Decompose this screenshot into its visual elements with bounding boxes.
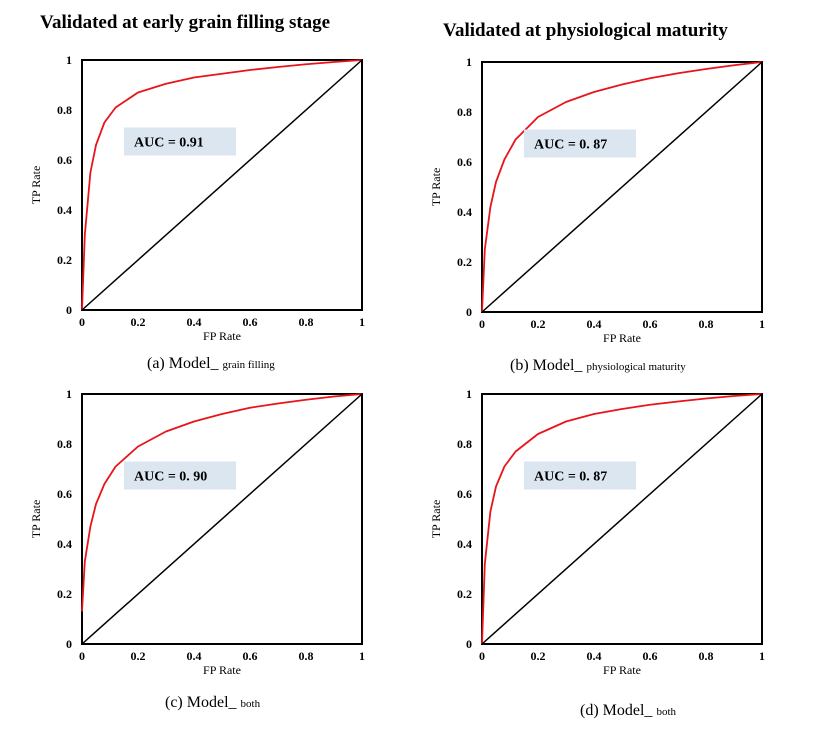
x-axis-label-b: FP Rate	[603, 331, 641, 345]
diagonal-reference-line-d	[481, 393, 763, 645]
y-tick-label-c-0: 0	[66, 637, 72, 651]
y-tick-label-d-5: 1	[466, 387, 472, 401]
roc-panel-c: 0 0.2 0.4 0.6 0.8 1 0 0.2 0.4 0.6 0.8 1 FP Rate TP Ra…	[20, 384, 420, 684]
x-axis-label-a: FP Rate	[203, 329, 241, 343]
x-tick-label-a-2: 0.4	[187, 315, 202, 329]
caption-b: (b) Model_ physiological maturity	[510, 357, 686, 375]
auc-label-a: AUC = 0.91	[134, 136, 204, 151]
x-tick-label-a-0: 0	[79, 315, 85, 329]
x-tick-label-b-2: 0.4	[587, 317, 602, 331]
diagonal-reference-line-c	[81, 393, 363, 645]
x-tick-label-d-3: 0.6	[643, 649, 658, 663]
y-tick-label-c-5: 1	[66, 387, 72, 401]
y-tick-label-a-0: 0	[66, 303, 72, 317]
roc-panel-b: 0 0.2 0.4 0.6 0.8 1 0 0.2 0.4 0.6 0.8 1 FP Rate TP Ra…	[420, 52, 820, 352]
roc-curve-d	[481, 393, 763, 645]
roc-panel-a: 0 0.2 0.4 0.6 0.8 1 0 0.2 0.4 0.6 0.8 1 FP Rate TP Ra…	[20, 50, 420, 350]
caption-c-sub: both	[240, 698, 261, 710]
y-axis-label-a: TP Rate	[29, 166, 43, 205]
auc-box-a	[124, 127, 236, 156]
y-tick-label-b-4: 0.8	[457, 105, 472, 119]
x-tick-label-a-1: 0.2	[131, 315, 146, 329]
x-tick-label-c-5: 1	[359, 649, 365, 663]
plot-frame-a	[81, 59, 363, 311]
plot-frame-d	[481, 393, 763, 645]
caption-b-sub: physiological maturity	[586, 361, 686, 373]
roc-chart-b: 0 0.2 0.4 0.6 0.8 1 0 0.2 0.4 0.6 0.8 1 FP Rate TP Ra…	[429, 55, 765, 345]
x-tick-label-a-4: 0.8	[299, 315, 314, 329]
y-tick-label-a-3: 0.6	[57, 153, 72, 167]
y-tick-label-a-4: 0.8	[57, 103, 72, 117]
x-axis-label-d: FP Rate	[603, 663, 641, 677]
x-tick-label-c-0: 0	[79, 649, 85, 663]
y-tick-label-a-1: 0.2	[57, 253, 72, 267]
x-axis-label-c: FP Rate	[203, 663, 241, 677]
roc-curve-a	[81, 59, 363, 311]
caption-a-sub: grain filling	[222, 359, 275, 371]
auc-label-d: AUC = 0. 87	[534, 470, 607, 485]
roc-chart-c: 0 0.2 0.4 0.6 0.8 1 0 0.2 0.4 0.6 0.8 1 FP Rate TP Ra…	[29, 387, 365, 677]
caption-c: (c) Model_ both	[165, 694, 260, 712]
y-tick-label-d-4: 0.8	[457, 437, 472, 451]
roc-chart-a: 0 0.2 0.4 0.6 0.8 1 0 0.2 0.4 0.6 0.8 1 FP Rate TP Ra…	[29, 53, 365, 343]
y-tick-label-d-1: 0.2	[457, 587, 472, 601]
column-title-left: Validated at early grain filling stage	[40, 12, 331, 33]
x-tick-label-c-2: 0.4	[187, 649, 202, 663]
x-tick-label-d-0: 0	[479, 649, 485, 663]
y-tick-label-d-3: 0.6	[457, 487, 472, 501]
roc-curve-b	[481, 61, 763, 313]
x-tick-label-a-5: 1	[359, 315, 365, 329]
x-tick-label-b-5: 1	[759, 317, 765, 331]
y-tick-label-a-2: 0.4	[57, 203, 72, 217]
y-axis-label-b: TP Rate	[429, 168, 443, 207]
caption-d: (d) Model_ both	[580, 702, 676, 720]
x-tick-label-c-1: 0.2	[131, 649, 146, 663]
y-tick-label-c-2: 0.4	[57, 537, 72, 551]
y-tick-label-c-1: 0.2	[57, 587, 72, 601]
y-tick-label-b-5: 1	[466, 55, 472, 69]
auc-label-b: AUC = 0. 87	[534, 138, 607, 153]
x-tick-label-d-1: 0.2	[531, 649, 546, 663]
x-tick-label-c-3: 0.6	[243, 649, 258, 663]
roc-curve-c	[81, 393, 363, 612]
x-tick-label-d-5: 1	[759, 649, 765, 663]
auc-box-c	[124, 461, 236, 490]
roc-chart-d: 0 0.2 0.4 0.6 0.8 1 0 0.2 0.4 0.6 0.8 1 FP Rate TP Ra…	[429, 387, 765, 677]
y-tick-label-b-2: 0.4	[457, 205, 472, 219]
auc-box-b	[524, 129, 636, 158]
auc-label-c: AUC = 0. 90	[134, 470, 207, 485]
x-tick-label-b-3: 0.6	[643, 317, 658, 331]
y-tick-label-b-1: 0.2	[457, 255, 472, 269]
y-axis-label-d: TP Rate	[429, 500, 443, 539]
caption-a: (a) Model_ grain filling	[147, 355, 275, 373]
y-tick-label-d-0: 0	[466, 637, 472, 651]
y-tick-label-a-5: 1	[66, 53, 72, 67]
plot-frame-b	[481, 61, 763, 313]
x-tick-label-b-1: 0.2	[531, 317, 546, 331]
y-tick-label-b-3: 0.6	[457, 155, 472, 169]
caption-c-main: (c) Model_	[165, 694, 237, 711]
y-tick-label-d-2: 0.4	[457, 537, 472, 551]
caption-b-main: (b) Model_	[510, 357, 583, 374]
x-tick-label-c-4: 0.8	[299, 649, 314, 663]
x-tick-label-a-3: 0.6	[243, 315, 258, 329]
caption-a-main: (a) Model_	[147, 355, 219, 372]
x-tick-label-b-4: 0.8	[699, 317, 714, 331]
diagonal-reference-line-b	[481, 61, 763, 313]
x-tick-label-d-4: 0.8	[699, 649, 714, 663]
x-tick-label-d-2: 0.4	[587, 649, 602, 663]
column-title-right: Validated at physiological maturity	[443, 20, 728, 41]
diagonal-reference-line-a	[81, 59, 363, 311]
y-axis-label-c: TP Rate	[29, 500, 43, 539]
y-tick-label-c-3: 0.6	[57, 487, 72, 501]
auc-box-d	[524, 461, 636, 490]
x-tick-label-b-0: 0	[479, 317, 485, 331]
caption-d-sub: both	[656, 706, 676, 718]
y-tick-label-b-0: 0	[466, 305, 472, 319]
y-tick-label-c-4: 0.8	[57, 437, 72, 451]
plot-frame-c	[81, 393, 363, 645]
roc-panel-d: 0 0.2 0.4 0.6 0.8 1 0 0.2 0.4 0.6 0.8 1 FP Rate TP Ra…	[420, 384, 820, 684]
caption-d-main: (d) Model_	[580, 702, 653, 719]
